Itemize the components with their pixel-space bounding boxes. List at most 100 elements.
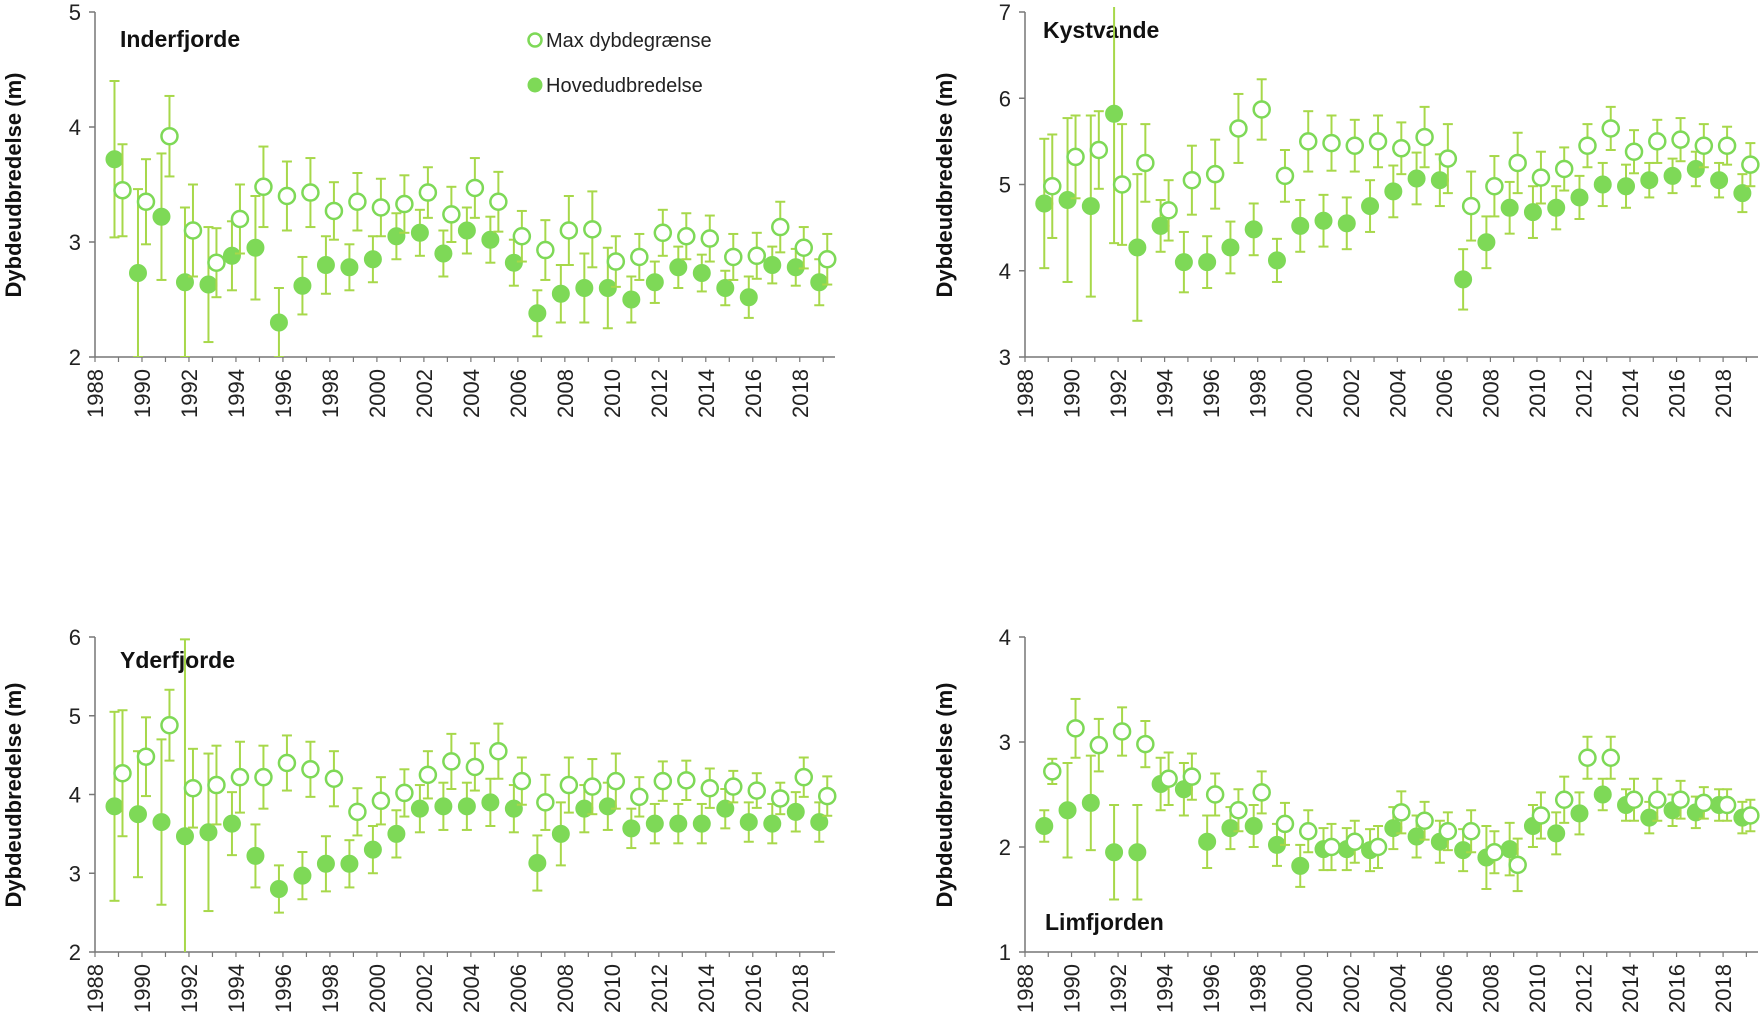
point-max xyxy=(1578,136,1597,155)
y-axis-label: Dybdeudbredelse (m) xyxy=(1,683,26,908)
point-max xyxy=(1322,837,1341,857)
point-max xyxy=(1252,783,1271,802)
point-main xyxy=(1151,216,1170,235)
series-group xyxy=(105,80,837,357)
x-tick-label: 1988 xyxy=(83,964,108,1013)
point-main xyxy=(1221,819,1240,838)
point-max xyxy=(136,192,156,211)
x-tick-label: 1994 xyxy=(1153,369,1178,418)
point-max xyxy=(536,240,555,260)
point-main xyxy=(1035,194,1054,213)
point-max xyxy=(1554,159,1574,179)
legend-marker-open-circle xyxy=(527,32,543,48)
point-max xyxy=(747,246,767,266)
point-main xyxy=(293,866,312,885)
point-max xyxy=(1648,790,1667,809)
x-tick-label: 2002 xyxy=(1339,369,1364,418)
point-max xyxy=(1112,722,1132,741)
data-marks xyxy=(1035,7,1760,322)
point-max xyxy=(1694,793,1714,813)
x-tick-label: 1994 xyxy=(224,964,249,1013)
point-max xyxy=(1229,119,1248,138)
point-main xyxy=(152,207,171,226)
point-max xyxy=(794,767,814,787)
point-main xyxy=(1570,188,1589,207)
x-tick-label: 2002 xyxy=(412,369,437,418)
x-tick-label: 2014 xyxy=(1618,964,1643,1013)
point-max xyxy=(1415,811,1434,830)
point-max xyxy=(1601,748,1620,767)
point-main xyxy=(598,797,617,816)
x-tick-label: 2012 xyxy=(647,964,672,1013)
point-max xyxy=(1043,762,1062,781)
point-main xyxy=(340,258,359,277)
x-tick-label: 2008 xyxy=(553,964,578,1013)
point-max xyxy=(324,201,344,221)
point-main xyxy=(1500,840,1519,859)
point-max xyxy=(583,220,602,239)
point-main xyxy=(1128,843,1147,862)
legend: Max dybdegrænse Hovedudbredelse xyxy=(527,30,712,97)
y-tick-label: 6 xyxy=(69,625,81,650)
point-max xyxy=(1741,806,1760,825)
point-main xyxy=(246,846,265,865)
x-tick-label: 1990 xyxy=(1060,964,1085,1013)
point-max xyxy=(1066,147,1085,167)
x-tick-label: 1998 xyxy=(318,369,343,418)
point-max xyxy=(1648,132,1667,151)
x-tick-label: 2004 xyxy=(1385,964,1410,1013)
axes: 2 3 4 5 6 1988 1990 1992 1994 1996 1998 2000 2002 200… xyxy=(69,625,835,1013)
y-tick-label: 3 xyxy=(999,730,1011,755)
point-max xyxy=(630,247,649,267)
x-tick-label: 1996 xyxy=(1199,369,1224,418)
point-main xyxy=(1337,214,1356,233)
point-main xyxy=(175,827,194,846)
point-main xyxy=(246,238,265,257)
point-main xyxy=(1547,198,1566,217)
point-max xyxy=(1252,100,1271,119)
point-main xyxy=(716,279,735,297)
point-max xyxy=(324,769,344,788)
point-max xyxy=(465,178,485,198)
x-tick-label: 2004 xyxy=(1385,369,1410,418)
point-max xyxy=(1368,132,1388,151)
point-max xyxy=(371,198,391,217)
point-main xyxy=(551,284,570,303)
point-max xyxy=(442,752,461,771)
point-max xyxy=(1298,132,1318,151)
x-tick-label: 2000 xyxy=(1292,964,1317,1013)
y-tick-label: 4 xyxy=(999,625,1011,650)
point-main xyxy=(692,814,711,833)
point-max xyxy=(512,227,532,246)
point-main xyxy=(739,288,758,307)
x-tick-label: 2000 xyxy=(1292,369,1317,418)
point-max xyxy=(1694,136,1714,155)
x-tick-label: 2016 xyxy=(1665,369,1690,418)
point-max xyxy=(371,791,391,811)
point-max xyxy=(677,227,696,246)
point-main xyxy=(387,227,406,246)
point-max xyxy=(1275,814,1295,834)
point-main xyxy=(1105,843,1124,862)
point-main xyxy=(199,275,218,294)
x-tick-label: 1988 xyxy=(83,369,108,418)
x-tick-label: 2014 xyxy=(694,369,719,418)
point-max xyxy=(1624,790,1644,809)
axes: 2 3 4 5 1988 1990 1992 1994 1996 1998 2000 2002 2004… xyxy=(69,0,835,418)
y-tick-label: 7 xyxy=(999,0,1011,25)
point-main xyxy=(175,273,194,292)
point-max xyxy=(395,194,414,214)
point-main xyxy=(786,802,805,821)
point-max xyxy=(1485,843,1504,862)
point-main xyxy=(1710,171,1729,190)
point-max xyxy=(113,763,132,783)
point-main xyxy=(1384,182,1403,201)
point-main xyxy=(551,824,570,843)
point-max xyxy=(1159,201,1178,220)
point-max xyxy=(1345,832,1365,851)
x-tick-label: 2004 xyxy=(459,369,484,418)
point-max xyxy=(418,765,438,785)
y-tick-label: 2 xyxy=(999,835,1011,860)
point-max xyxy=(418,183,438,202)
